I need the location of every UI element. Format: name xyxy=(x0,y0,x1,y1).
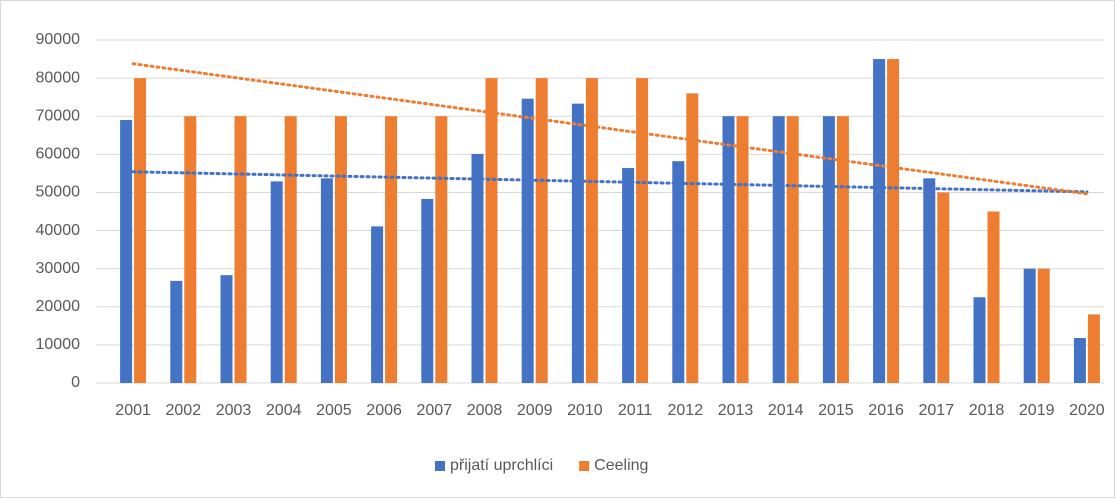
bar xyxy=(120,120,133,384)
y-tick-label: 0 xyxy=(71,374,80,391)
bar xyxy=(485,78,498,383)
bar xyxy=(873,59,886,384)
bar xyxy=(571,103,584,383)
bar xyxy=(535,78,548,383)
bar xyxy=(385,116,398,383)
bar xyxy=(270,181,283,383)
x-tick-label: 2008 xyxy=(467,402,503,419)
bar xyxy=(170,280,183,383)
bar xyxy=(1037,268,1050,383)
bar xyxy=(1087,314,1100,383)
y-tick-label: 10000 xyxy=(36,336,81,353)
x-tick-label: 2012 xyxy=(668,402,704,419)
bar xyxy=(636,78,649,383)
bar xyxy=(786,116,799,383)
bar xyxy=(320,178,333,383)
bar xyxy=(284,116,297,383)
y-tick-label: 40000 xyxy=(36,222,81,239)
x-tick-label: 2002 xyxy=(166,402,202,419)
x-tick-label: 2013 xyxy=(718,402,754,419)
x-tick-label: 2006 xyxy=(366,402,402,419)
bar xyxy=(622,168,635,383)
bar xyxy=(220,275,233,383)
x-tick-label: 2007 xyxy=(417,402,453,419)
x-tick-label: 2016 xyxy=(868,402,904,419)
bar xyxy=(836,116,849,383)
bar xyxy=(334,116,347,383)
bar xyxy=(887,59,900,384)
bar xyxy=(937,192,950,383)
bar xyxy=(421,198,434,383)
y-tick-label: 50000 xyxy=(36,184,81,201)
y-tick-label: 30000 xyxy=(36,260,81,277)
y-tick-label: 80000 xyxy=(36,69,81,86)
bar xyxy=(1023,268,1036,383)
bar xyxy=(973,297,986,383)
y-tick-label: 90000 xyxy=(36,31,81,48)
x-tick-label: 2001 xyxy=(115,402,151,419)
bar xyxy=(923,178,936,383)
legend-label: Ceeling xyxy=(594,457,648,474)
bar xyxy=(585,78,598,383)
x-tick-label: 2004 xyxy=(266,402,302,419)
y-tick-label: 20000 xyxy=(36,298,81,315)
bar xyxy=(772,116,785,383)
x-tick-label: 2014 xyxy=(768,402,804,419)
bar xyxy=(987,211,1000,383)
bar xyxy=(672,161,685,383)
legend-label: přijatí uprchlíci xyxy=(450,457,553,474)
x-tick-label: 2017 xyxy=(919,402,955,419)
bar xyxy=(234,116,247,383)
bar xyxy=(521,98,534,384)
x-tick-label: 2009 xyxy=(517,402,553,419)
x-tick-label: 2003 xyxy=(216,402,252,419)
bar xyxy=(371,226,384,383)
x-tick-label: 2020 xyxy=(1069,402,1105,419)
bar xyxy=(822,116,835,383)
y-tick-label: 60000 xyxy=(36,146,81,163)
bar xyxy=(471,153,484,383)
bar xyxy=(722,116,735,383)
bar xyxy=(686,93,699,383)
x-tick-label: 2011 xyxy=(618,402,653,419)
bar xyxy=(134,78,147,383)
trendline xyxy=(131,170,1089,194)
x-tick-label: 2010 xyxy=(567,402,603,419)
x-tick-label: 2015 xyxy=(818,402,854,419)
bar xyxy=(435,116,448,383)
bar xyxy=(184,116,197,383)
legend-swatch xyxy=(579,461,590,471)
bar xyxy=(1073,338,1086,383)
trendline xyxy=(131,62,1089,196)
y-tick-label: 70000 xyxy=(36,107,81,124)
x-tick-label: 2018 xyxy=(969,402,1005,419)
legend-swatch xyxy=(435,461,445,471)
x-tick-label: 2005 xyxy=(316,402,352,419)
bar xyxy=(736,116,749,383)
x-tick-label: 2019 xyxy=(1019,402,1055,419)
